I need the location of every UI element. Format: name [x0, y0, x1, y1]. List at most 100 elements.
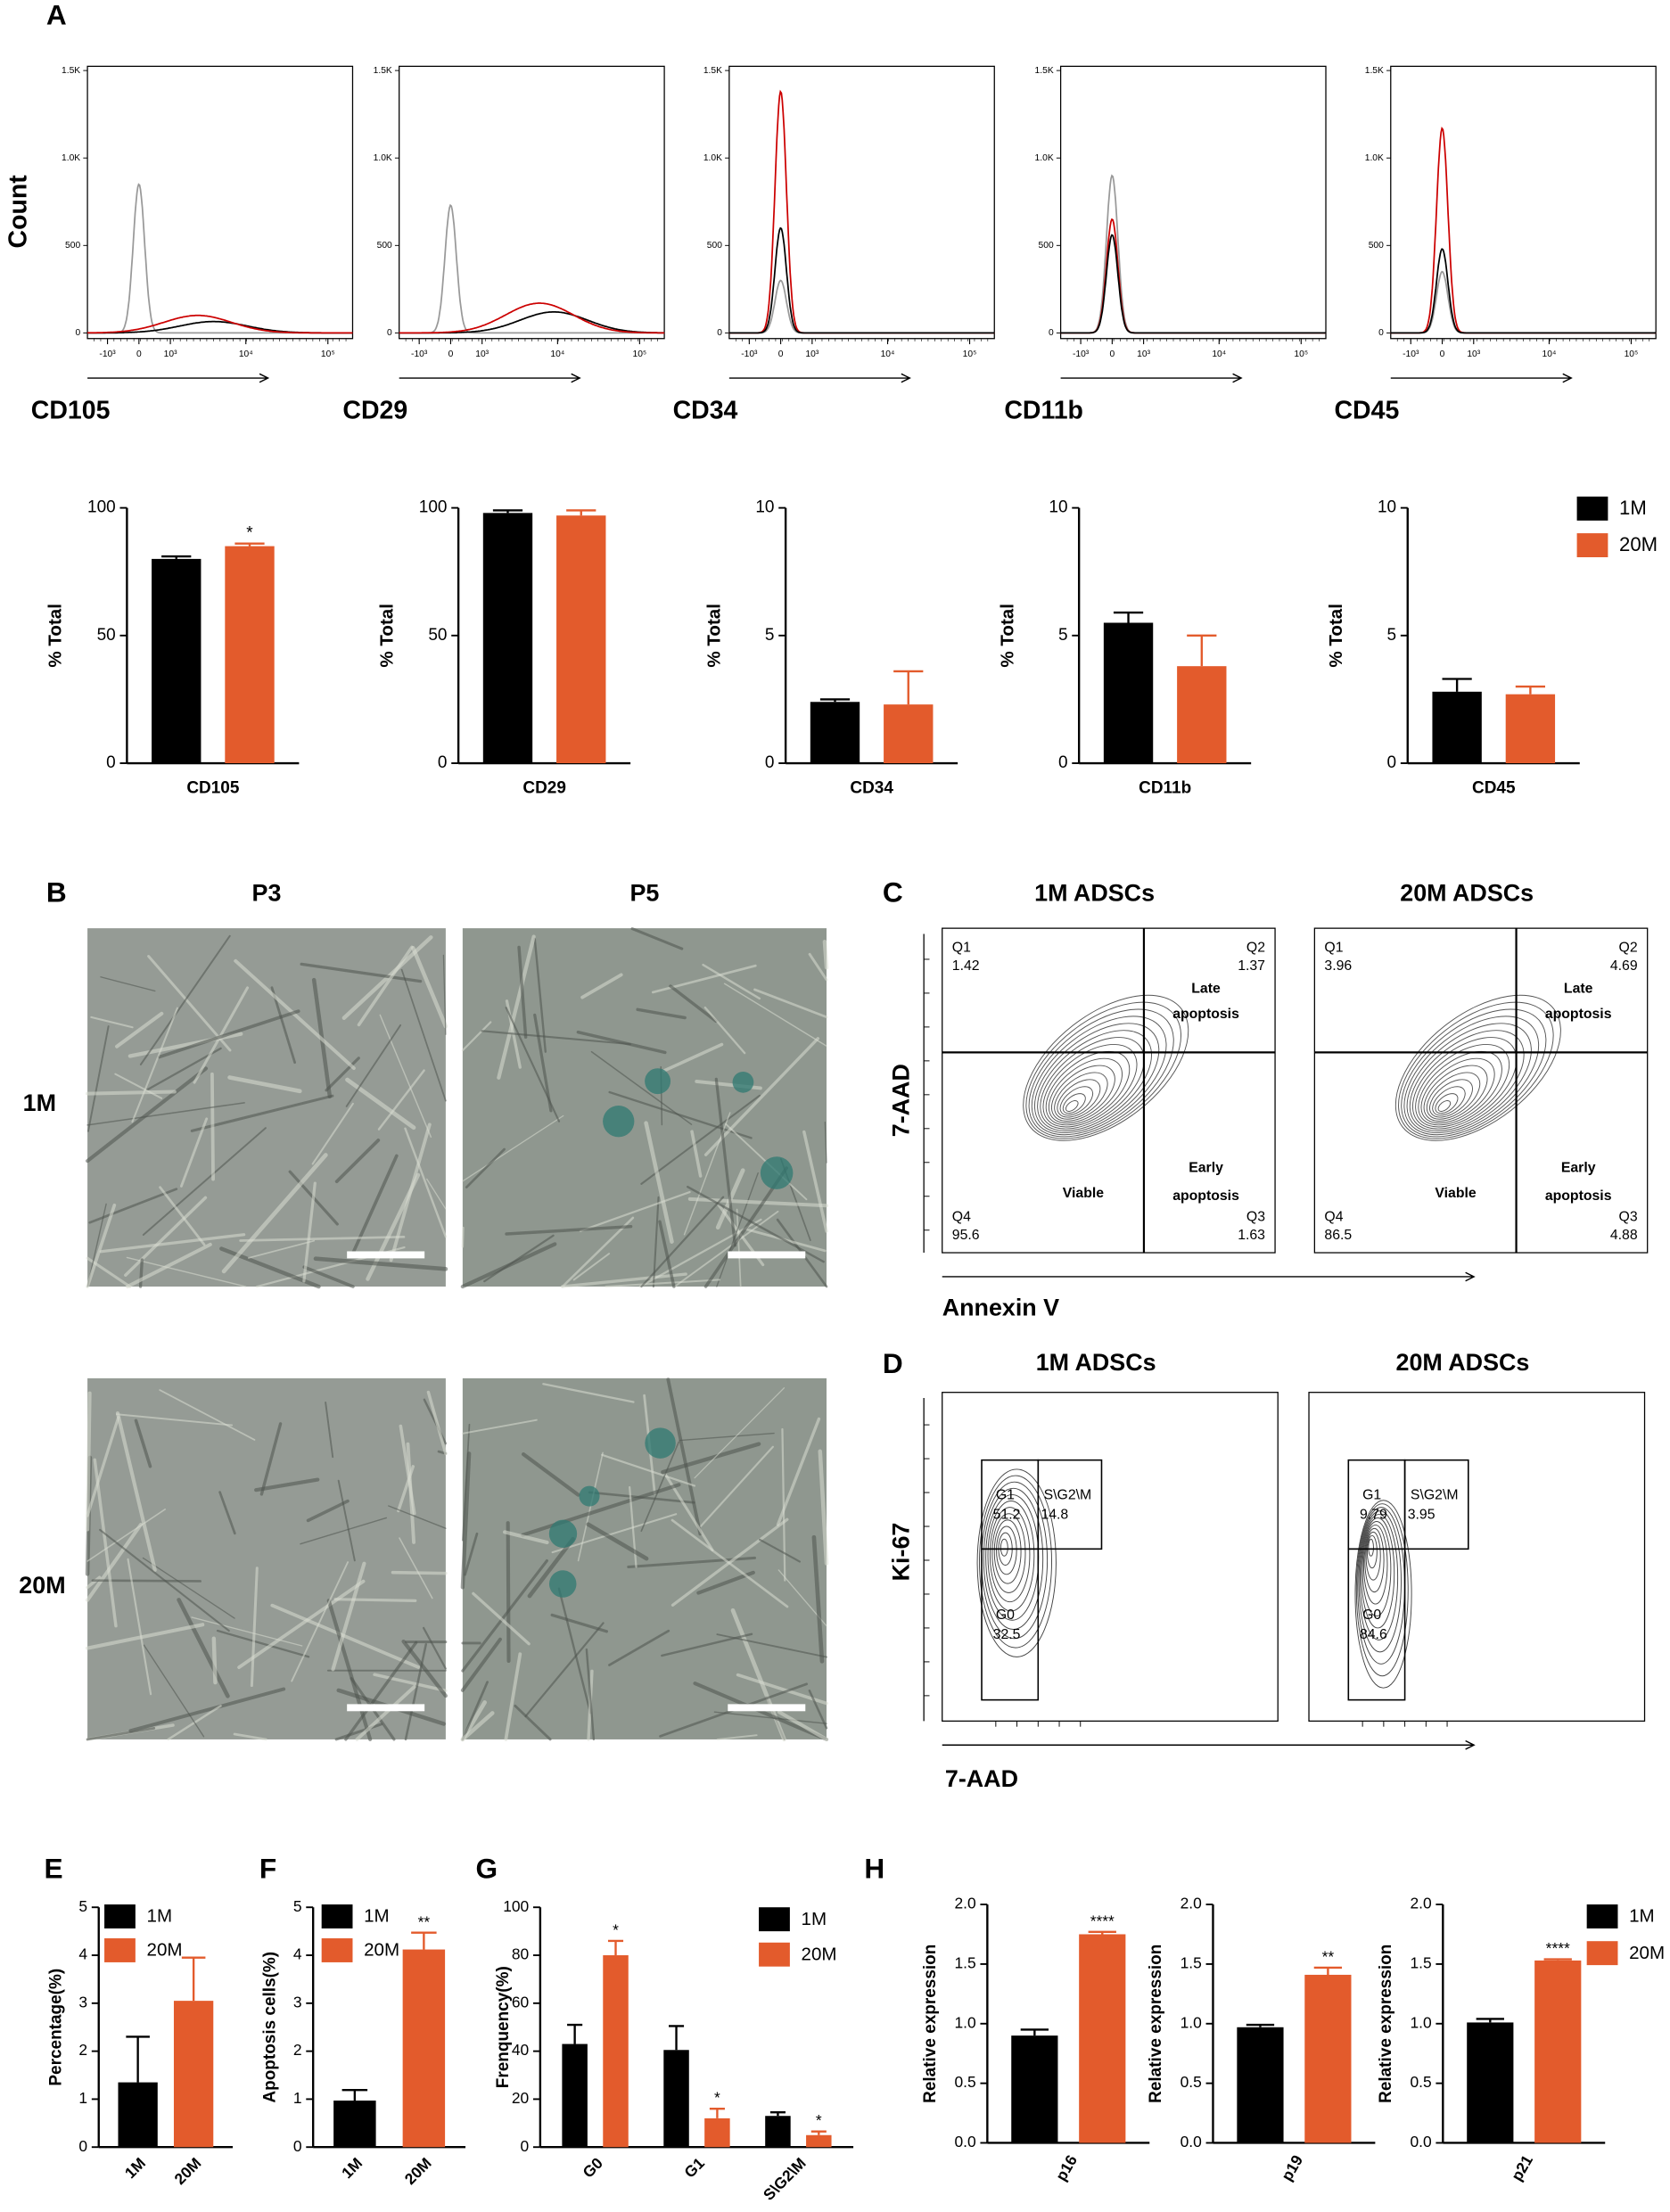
cell-streak — [472, 1591, 531, 1646]
y-tick-label: 3 — [78, 1993, 87, 2011]
cell-streak — [687, 1185, 825, 1263]
cell-streak — [190, 1094, 334, 1132]
y-tick-label: 5 — [78, 1897, 87, 1915]
bar — [603, 1955, 629, 2148]
cell-streak — [693, 1682, 829, 1741]
cell-streak — [311, 1102, 354, 1165]
cell-streak — [86, 1203, 117, 1288]
region-label: Late — [1564, 981, 1593, 996]
y-tick-label: 1.5K — [62, 66, 80, 76]
y-tick-label: 500 — [1369, 241, 1384, 251]
cell-streak — [560, 1272, 687, 1288]
gate — [981, 1459, 1040, 1550]
contour — [1045, 1050, 1131, 1126]
gate — [1403, 1459, 1469, 1550]
gate-value: 9.79 — [1360, 1508, 1387, 1523]
y-tick-label: 500 — [707, 241, 722, 251]
cell-streak — [579, 1190, 691, 1232]
x-tick-label: -10³ — [1403, 349, 1419, 359]
cell-streak — [802, 1130, 828, 1233]
cell-streak — [400, 968, 447, 1102]
gate-value: 32.5 — [993, 1627, 1021, 1642]
x-tick-label: 0 — [136, 349, 142, 359]
y-axis-label: Frenquency(%) — [494, 1966, 513, 2088]
cell-streak — [93, 1458, 118, 1628]
cell-streak — [86, 1025, 110, 1132]
cell-streak — [179, 1117, 209, 1188]
cell-streak — [696, 1570, 755, 1595]
cell-streak — [601, 1453, 696, 1487]
bar — [1079, 1934, 1126, 2143]
bar — [225, 546, 275, 764]
plot-frame — [1308, 1392, 1646, 1723]
y-tick-label: 0 — [765, 753, 775, 772]
y-tick-label: 2.0 — [955, 1895, 976, 1912]
cell-streak — [379, 1014, 432, 1138]
contour — [1059, 1086, 1094, 1116]
x-tick-label: -10³ — [99, 349, 116, 359]
cell-streak — [461, 1226, 465, 1248]
cell-streak — [86, 1090, 177, 1096]
cell-streak — [125, 1242, 212, 1289]
error-bar — [607, 1939, 624, 1956]
cell-streak — [465, 1147, 506, 1188]
cell-streak — [640, 1094, 761, 1185]
quadrant-value: 1.63 — [1238, 1228, 1265, 1243]
plot-frame — [1313, 927, 1649, 1254]
error-bar — [709, 2107, 725, 2118]
cell-streak — [291, 1561, 350, 1682]
y-tick-label: 100 — [503, 1897, 529, 1915]
cell-streak — [139, 934, 231, 1065]
contour — [1401, 1008, 1547, 1138]
y-tick-label: 1.0K — [1035, 153, 1054, 163]
error-bar — [567, 2023, 583, 2044]
x-tick-label: 10⁴ — [1542, 349, 1557, 359]
legend-swatch — [1586, 1904, 1618, 1928]
plot-frame — [399, 65, 665, 340]
quadrant-value: 3.96 — [1324, 958, 1352, 974]
contour — [1065, 1100, 1079, 1112]
contour — [978, 1475, 1052, 1649]
density-curve — [1060, 218, 1327, 334]
cell-streak — [86, 1508, 167, 1562]
legend-swatch — [321, 1904, 353, 1928]
cell-streak — [300, 962, 423, 983]
significance: * — [816, 2111, 822, 2129]
cell-streak — [239, 1235, 406, 1242]
x-tick-label: G0 — [579, 2154, 606, 2182]
x-tick-label: G1 — [680, 2154, 708, 2182]
panel-label: A — [46, 0, 67, 30]
region-label: apoptosis — [1172, 1188, 1239, 1204]
cell-streak — [576, 1030, 667, 1055]
contour — [1426, 1072, 1481, 1120]
cell-streak — [506, 1521, 511, 1664]
y-tick-label: 80 — [512, 1945, 529, 1963]
y-tick-label: 0 — [75, 328, 80, 338]
contour — [1359, 1514, 1399, 1640]
density-curve — [1390, 127, 1657, 334]
cell-streak — [713, 1711, 827, 1724]
cell-streak — [736, 1208, 742, 1287]
cell-streak — [325, 1401, 334, 1459]
y-axis-label: Count — [4, 175, 33, 249]
y-tick-label: 0 — [1058, 753, 1068, 772]
y-tick-label: 3 — [293, 1993, 302, 2011]
cell-streak — [334, 1139, 381, 1184]
y-tick-label: 1.5 — [1410, 1954, 1431, 1972]
y-tick-label: 500 — [1039, 241, 1054, 251]
cell-streak — [334, 1723, 383, 1741]
cell-streak — [426, 1178, 447, 1210]
cell-streak — [753, 988, 828, 1019]
cell-streak — [86, 1522, 143, 1602]
column-label: P5 — [630, 879, 660, 906]
cell-streak — [517, 945, 528, 1039]
cell-streak — [669, 984, 718, 1023]
x-tick-label: 10⁵ — [1294, 349, 1308, 359]
significance: ** — [418, 1912, 431, 1930]
x-tick-label: CD105 — [186, 779, 239, 798]
legend-swatch — [104, 1904, 136, 1928]
bar — [1304, 1974, 1352, 2143]
contour — [1028, 1008, 1174, 1138]
plot-title: 20M ADSCs — [1396, 1349, 1530, 1376]
